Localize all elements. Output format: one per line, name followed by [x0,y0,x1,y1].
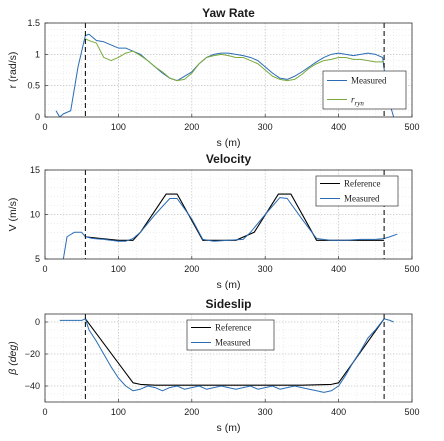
chart-title: Sideslip [205,297,251,311]
y-axis-label: β (deg) [7,341,19,375]
y-axis-label: V (m/s) [7,198,19,232]
x-tick-label: 0 [42,407,47,417]
x-tick-label: 200 [184,122,199,132]
x-tick-label: 500 [404,407,419,417]
y-tick-label: 5 [35,254,40,264]
chart-title: Velocity [206,152,252,166]
x-axis-label: s (m) [217,422,241,434]
x-axis-label: s (m) [217,137,241,149]
y-tick-label: 0 [35,317,40,327]
plot-area [62,193,398,259]
x-tick-label: 400 [331,407,346,417]
chart-title: Yaw Rate [202,6,255,20]
x-tick-label: 500 [404,122,419,132]
legend: Reference Measured [186,319,275,351]
legend: Measured rryn [322,70,407,110]
y-tick-label: −40 [25,381,40,391]
legend-label: Reference [344,179,380,189]
legend-label: Measured [215,338,251,348]
x-tick-label: 500 [404,264,419,274]
x-tick-label: 0 [42,122,47,132]
y-tick-label: 0 [35,112,40,122]
x-tick-label: 100 [111,122,126,132]
axes-frame [44,22,413,118]
x-tick-label: 400 [331,122,346,132]
series-line-reference [84,318,385,386]
y-tick-label: 15 [30,165,40,175]
plot-area [59,318,394,393]
x-tick-label: 200 [184,407,199,417]
y-tick-label: 1 [35,49,40,59]
x-tick-label: 300 [258,407,273,417]
x-tick-label: 100 [111,264,126,274]
legend-box [315,175,399,207]
y-tick-label: 1.5 [27,18,40,28]
x-tick-label: 400 [331,264,346,274]
y-tick-label: 10 [30,210,40,220]
x-tick-label: 300 [258,122,273,132]
chart-panel-2: 0 100 200 300 400 500 5 10 15 Velocity s (m) V (m/s… [7,152,420,291]
legend-label: Measured [351,76,387,86]
chart-panel-3: 0 100 200 300 400 500 −40 −20 0 Sideslip s (m) β (d… [7,297,420,434]
axes-frame [44,313,413,403]
legend-label: Reference [215,323,251,333]
series-line-r-ryn [85,38,385,82]
y-axis-label: r (rad/s) [7,52,19,89]
chart-panel-1: 0 100 200 300 400 500 0 0.5 1 1.5 Yaw Rate s (m) r (… [7,6,420,149]
x-tick-label: 200 [184,264,199,274]
y-tick-label: 0.5 [27,81,40,91]
x-axis-label: s (m) [217,279,241,291]
y-tick-label: −20 [25,349,40,359]
legend: Reference Measured [315,175,399,207]
x-tick-label: 100 [111,407,126,417]
series-line-measured [59,318,394,393]
plot-area [55,33,395,117]
x-tick-label: 0 [42,264,47,274]
legend-box [322,70,407,110]
series-line-measured [55,33,395,117]
x-tick-label: 300 [258,264,273,274]
legend-label: Measured [344,194,380,204]
legend-box [186,319,275,351]
legend-label: rryn [351,95,364,108]
series-line-measured [62,197,398,259]
